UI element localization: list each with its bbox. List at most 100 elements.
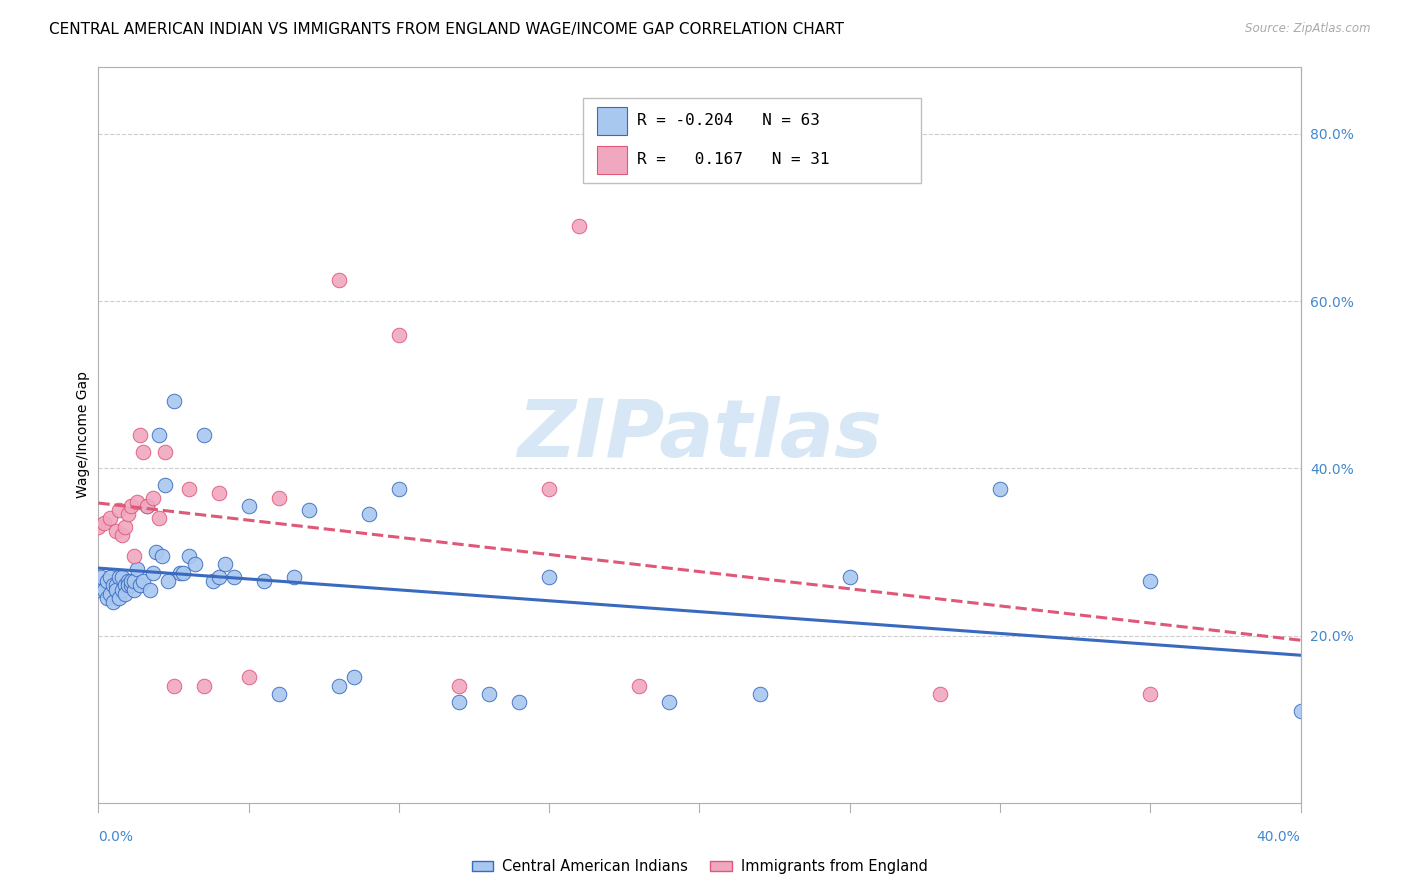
Point bbox=[214, 558, 236, 572]
Bar bbox=[598, 107, 627, 136]
Point bbox=[141, 491, 163, 505]
Bar bbox=[598, 145, 627, 175]
Point bbox=[111, 570, 134, 584]
Point bbox=[1139, 574, 1161, 589]
Point bbox=[90, 570, 112, 584]
Point bbox=[238, 499, 260, 513]
Point bbox=[447, 696, 470, 710]
Text: R =   0.167   N = 31: R = 0.167 N = 31 bbox=[637, 153, 830, 168]
Point bbox=[117, 508, 139, 522]
Point bbox=[108, 570, 131, 584]
Point bbox=[1289, 704, 1312, 718]
Text: R = -0.204   N = 63: R = -0.204 N = 63 bbox=[637, 113, 820, 128]
Point bbox=[117, 578, 139, 592]
Point bbox=[357, 508, 380, 522]
Point bbox=[105, 578, 128, 592]
Point bbox=[100, 587, 122, 601]
Point bbox=[105, 524, 128, 538]
Point bbox=[105, 582, 128, 597]
Point bbox=[121, 574, 143, 589]
Point bbox=[124, 549, 146, 563]
Legend: Central American Indians, Immigrants from England: Central American Indians, Immigrants fro… bbox=[465, 854, 934, 880]
Point bbox=[222, 570, 245, 584]
FancyBboxPatch shape bbox=[583, 98, 921, 183]
Point bbox=[132, 574, 155, 589]
Point bbox=[87, 520, 110, 534]
Point bbox=[93, 582, 115, 597]
Point bbox=[162, 679, 184, 693]
Point bbox=[267, 491, 290, 505]
Point bbox=[388, 482, 411, 496]
Text: Source: ZipAtlas.com: Source: ZipAtlas.com bbox=[1246, 22, 1371, 36]
Point bbox=[328, 679, 350, 693]
Point bbox=[162, 394, 184, 409]
Text: ZIPatlas: ZIPatlas bbox=[517, 396, 882, 474]
Y-axis label: Wage/Income Gap: Wage/Income Gap bbox=[76, 371, 90, 499]
Point bbox=[124, 582, 146, 597]
Point bbox=[114, 520, 136, 534]
Point bbox=[127, 495, 149, 509]
Point bbox=[508, 696, 530, 710]
Point bbox=[93, 516, 115, 530]
Point bbox=[447, 679, 470, 693]
Point bbox=[267, 687, 290, 701]
Point bbox=[388, 327, 411, 342]
Point bbox=[568, 219, 591, 233]
Point bbox=[478, 687, 501, 701]
Point bbox=[127, 562, 149, 576]
Point bbox=[124, 574, 146, 589]
Point bbox=[145, 545, 167, 559]
Point bbox=[328, 273, 350, 287]
Point bbox=[87, 582, 110, 597]
Point bbox=[153, 444, 176, 458]
Point bbox=[132, 444, 155, 458]
Point bbox=[343, 670, 366, 684]
Point bbox=[148, 428, 170, 442]
Point bbox=[658, 696, 681, 710]
Point bbox=[929, 687, 952, 701]
Point bbox=[538, 570, 561, 584]
Text: 0.0%: 0.0% bbox=[98, 830, 134, 844]
Point bbox=[1139, 687, 1161, 701]
Point bbox=[111, 528, 134, 542]
Point bbox=[748, 687, 770, 701]
Point bbox=[538, 482, 561, 496]
Point bbox=[183, 558, 205, 572]
Point bbox=[121, 499, 143, 513]
Point bbox=[172, 566, 194, 580]
Point bbox=[117, 574, 139, 589]
Point bbox=[100, 511, 122, 525]
Point bbox=[156, 574, 179, 589]
Point bbox=[238, 670, 260, 684]
Point bbox=[193, 679, 215, 693]
Point bbox=[169, 566, 191, 580]
Text: CENTRAL AMERICAN INDIAN VS IMMIGRANTS FROM ENGLAND WAGE/INCOME GAP CORRELATION C: CENTRAL AMERICAN INDIAN VS IMMIGRANTS FR… bbox=[49, 22, 844, 37]
Point bbox=[111, 582, 134, 597]
Point bbox=[121, 578, 143, 592]
Point bbox=[135, 499, 157, 513]
Point bbox=[108, 503, 131, 517]
Point bbox=[988, 482, 1011, 496]
Text: 40.0%: 40.0% bbox=[1257, 830, 1301, 844]
Point bbox=[253, 574, 276, 589]
Point bbox=[208, 570, 231, 584]
Point bbox=[108, 591, 131, 605]
Point bbox=[96, 591, 118, 605]
Point bbox=[103, 595, 125, 609]
Point bbox=[129, 428, 152, 442]
Point bbox=[628, 679, 651, 693]
Point bbox=[201, 574, 224, 589]
Point bbox=[129, 578, 152, 592]
Point bbox=[193, 428, 215, 442]
Point bbox=[148, 511, 170, 525]
Point bbox=[838, 570, 860, 584]
Point bbox=[177, 549, 200, 563]
Point bbox=[283, 570, 305, 584]
Point bbox=[114, 578, 136, 592]
Point bbox=[153, 478, 176, 492]
Point bbox=[138, 582, 160, 597]
Point bbox=[208, 486, 231, 500]
Point bbox=[150, 549, 173, 563]
Point bbox=[135, 499, 157, 513]
Point bbox=[177, 482, 200, 496]
